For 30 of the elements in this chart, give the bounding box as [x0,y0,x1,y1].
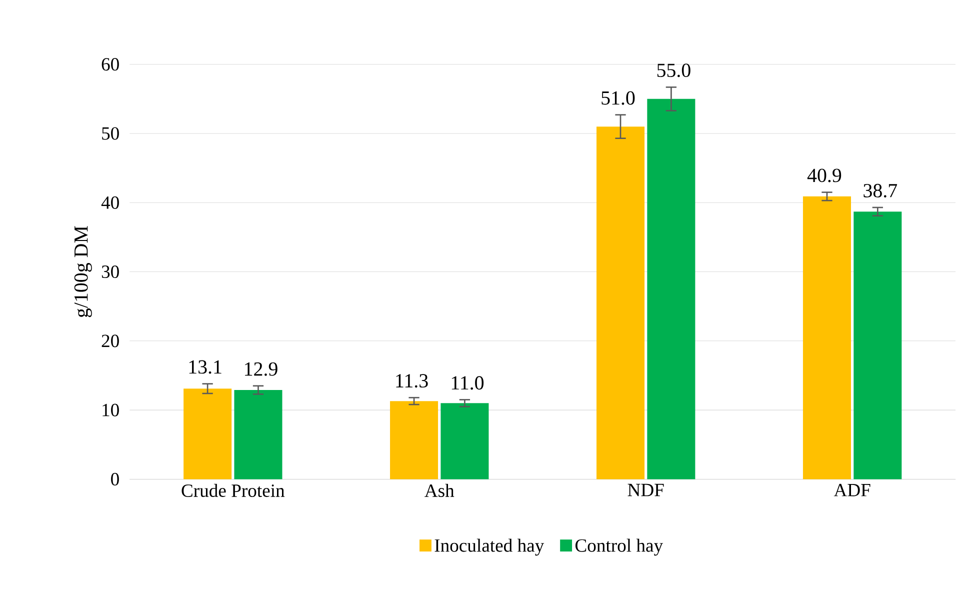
y-tick-label: 30 [102,265,119,278]
bar [234,390,282,480]
data-label: 12.9 [245,362,278,376]
y-tick-label: 40 [101,196,119,209]
y-tick-label: 10 [102,404,119,416]
legend-label: Control hay [575,538,663,556]
bar [854,211,902,480]
y-tick-label: 0 [111,472,119,486]
bar [184,388,232,480]
bar [647,98,696,480]
data-label: 13.1 [189,360,222,374]
data-label: 51.0 [602,91,635,105]
bar [802,196,851,480]
legend-label: Inoculated hay [434,538,544,556]
data-label: 55.0 [657,63,690,78]
y-tick-label: 50 [102,127,119,140]
data-label: 11.0 [452,376,484,390]
x-tick-label: Ash [424,484,454,497]
x-tick-label: ADF [834,484,870,496]
x-tick-label: NDF [628,484,664,496]
x-tick-label: Crude Protein [182,484,285,497]
bar [440,403,489,480]
data-label: 38.7 [864,184,898,198]
y-tick-label: 20 [102,334,119,348]
y-tick-label: 60 [102,58,119,70]
y-axis-title: g/100g DM [74,226,92,318]
data-label: 40.9 [807,168,842,182]
data-label: 11.3 [396,374,428,388]
bar [596,126,645,480]
bar [390,400,438,480]
